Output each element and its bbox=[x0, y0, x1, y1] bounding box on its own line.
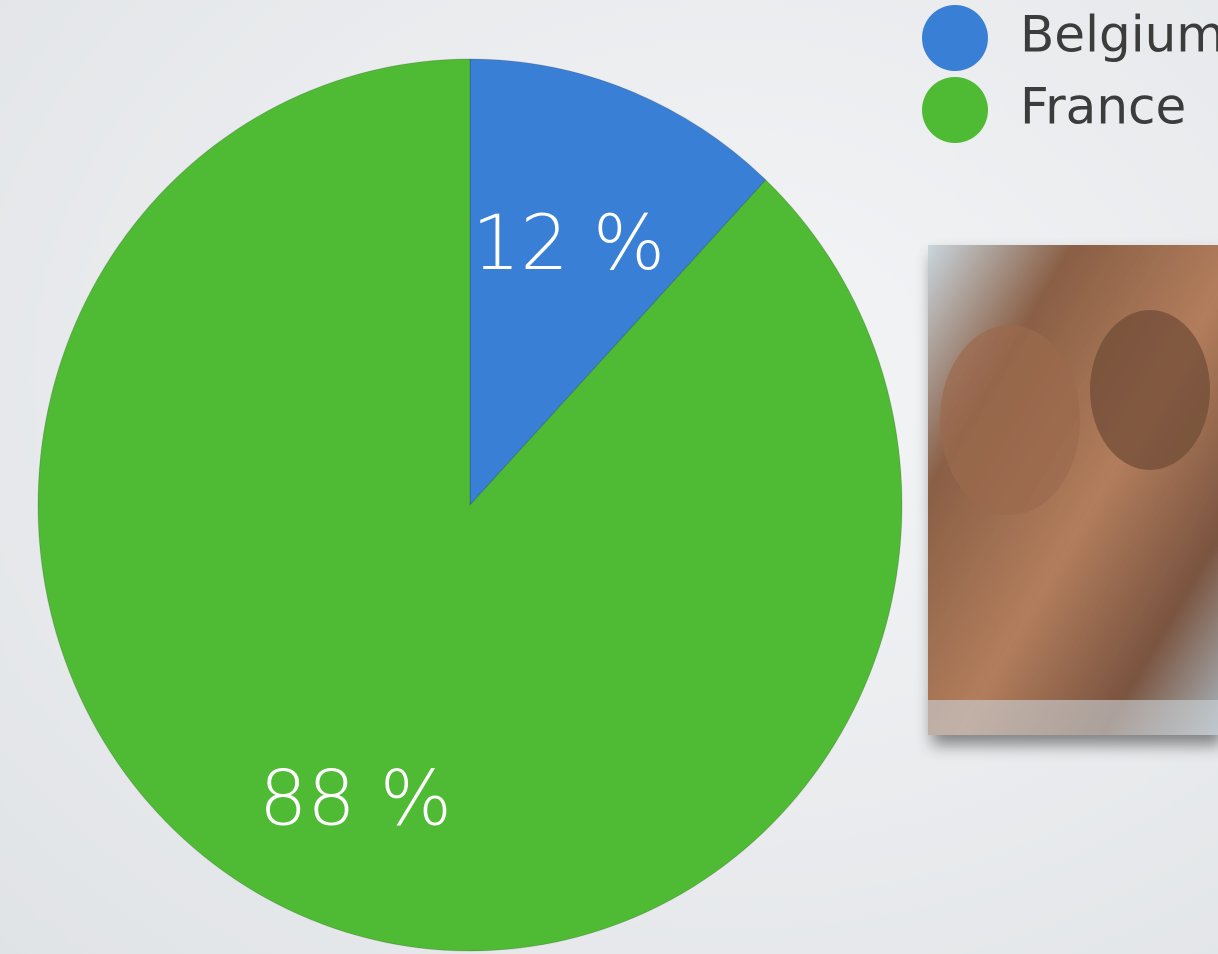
poster-figure bbox=[1090, 310, 1210, 470]
legend-label: France bbox=[1020, 78, 1186, 136]
value-label: 88 % bbox=[259, 754, 452, 843]
value-label: 12 % bbox=[472, 198, 665, 287]
poster-image bbox=[928, 245, 1218, 735]
chart: 12 % 88 % Belgium France bbox=[0, 0, 1218, 954]
pie-slice bbox=[38, 59, 902, 951]
page: 12 %88 % BelgiumFrance (() => { const da… bbox=[0, 0, 1218, 954]
poster-credits bbox=[928, 700, 1218, 735]
legend-label: Belgium bbox=[1020, 6, 1218, 64]
legend-swatch bbox=[922, 5, 988, 71]
legend-swatch bbox=[922, 77, 988, 143]
pie: 12 % 88 % bbox=[38, 59, 902, 951]
poster-figure bbox=[940, 325, 1080, 515]
